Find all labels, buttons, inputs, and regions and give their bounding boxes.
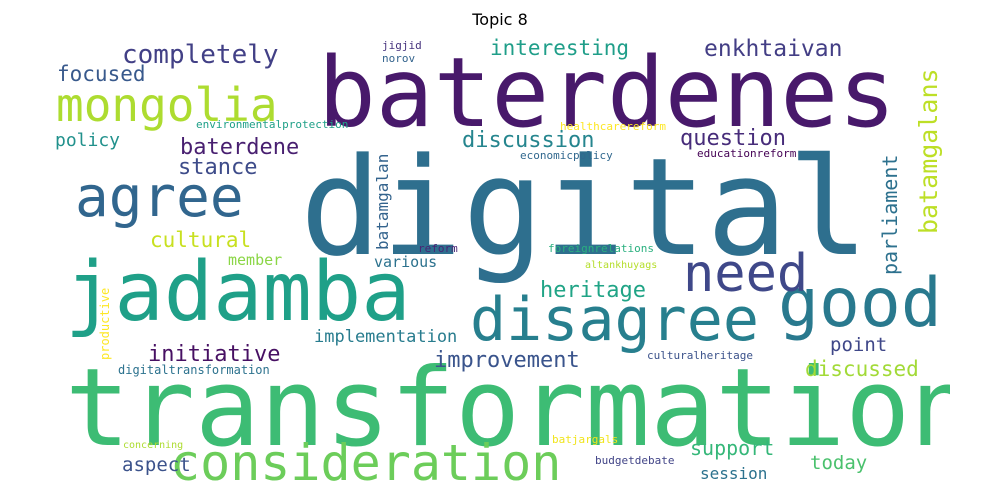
word-implementation: implementation	[314, 327, 458, 347]
word-healthcarereform: healthcarereform	[560, 120, 666, 133]
word-productive: productive	[98, 287, 112, 360]
word-improvement: improvement	[434, 348, 580, 373]
word-various: various	[374, 253, 438, 271]
word-reform: reform	[418, 242, 458, 255]
word-mongolia: mongolia	[56, 78, 278, 132]
word-heritage: heritage	[540, 278, 646, 303]
word-good: good	[778, 264, 942, 343]
word-enkhtaivan: enkhtaivan	[704, 36, 843, 62]
word-foreignrelations: foreignrelations	[548, 242, 654, 255]
word-economicpolicy: economicpolicy	[520, 149, 613, 162]
word-completely: completely	[122, 40, 279, 70]
word-digital: digital	[300, 129, 869, 286]
word-disagree: disagree	[470, 285, 759, 355]
word-question: question	[680, 126, 786, 151]
word-environmentalprotection: environmentalprotection	[196, 118, 349, 131]
word-jigjid: jigjid	[382, 39, 422, 52]
word-altankhuyags: altankhuyags	[585, 260, 658, 271]
word-discussed: discussed	[805, 357, 919, 381]
word-baterdene: baterdene	[180, 135, 300, 160]
word-today: today	[810, 452, 868, 474]
word-aspect: aspect	[122, 454, 191, 476]
word-agree: agree	[75, 165, 244, 230]
word-concerning: concerning	[123, 440, 184, 451]
word-discussion: discussion	[462, 128, 595, 153]
word-jadamba: jadamba	[65, 245, 411, 340]
word-budgetdebate: budgetdebate	[595, 454, 675, 467]
word-policy: policy	[55, 130, 121, 151]
word-cloud: digital transformation baterdenes jadamba go…	[50, 35, 950, 490]
word-batjargals: batjargals	[552, 433, 619, 446]
word-transformation: transformation	[65, 346, 950, 471]
word-parliament: parliament	[878, 154, 902, 275]
word-stance: stance	[178, 155, 258, 180]
word-norov: norov	[382, 52, 416, 65]
word-consideration: consideration	[170, 434, 562, 490]
chart-title: Topic 8	[472, 10, 528, 29]
word-batamgalans: batamgalans	[914, 68, 943, 234]
word-support: support	[690, 436, 775, 460]
word-session: session	[700, 464, 768, 483]
word-initiative: initiative	[148, 342, 281, 367]
word-focused: focused	[57, 62, 146, 86]
word-interesting: interesting	[490, 36, 630, 60]
word-culturalheritage: culturalheritage	[647, 349, 753, 362]
word-baterdenes: baterdenes	[318, 37, 896, 149]
word-cultural: cultural	[150, 228, 252, 252]
word-point: point	[830, 334, 888, 356]
word-need: need	[683, 244, 809, 304]
word-educationreform: educationreform	[697, 147, 797, 160]
word-batamgalan: batamgalan	[373, 153, 392, 250]
word-member: member	[228, 251, 283, 269]
word-digitaltransformation: digitaltransformation	[118, 363, 270, 377]
